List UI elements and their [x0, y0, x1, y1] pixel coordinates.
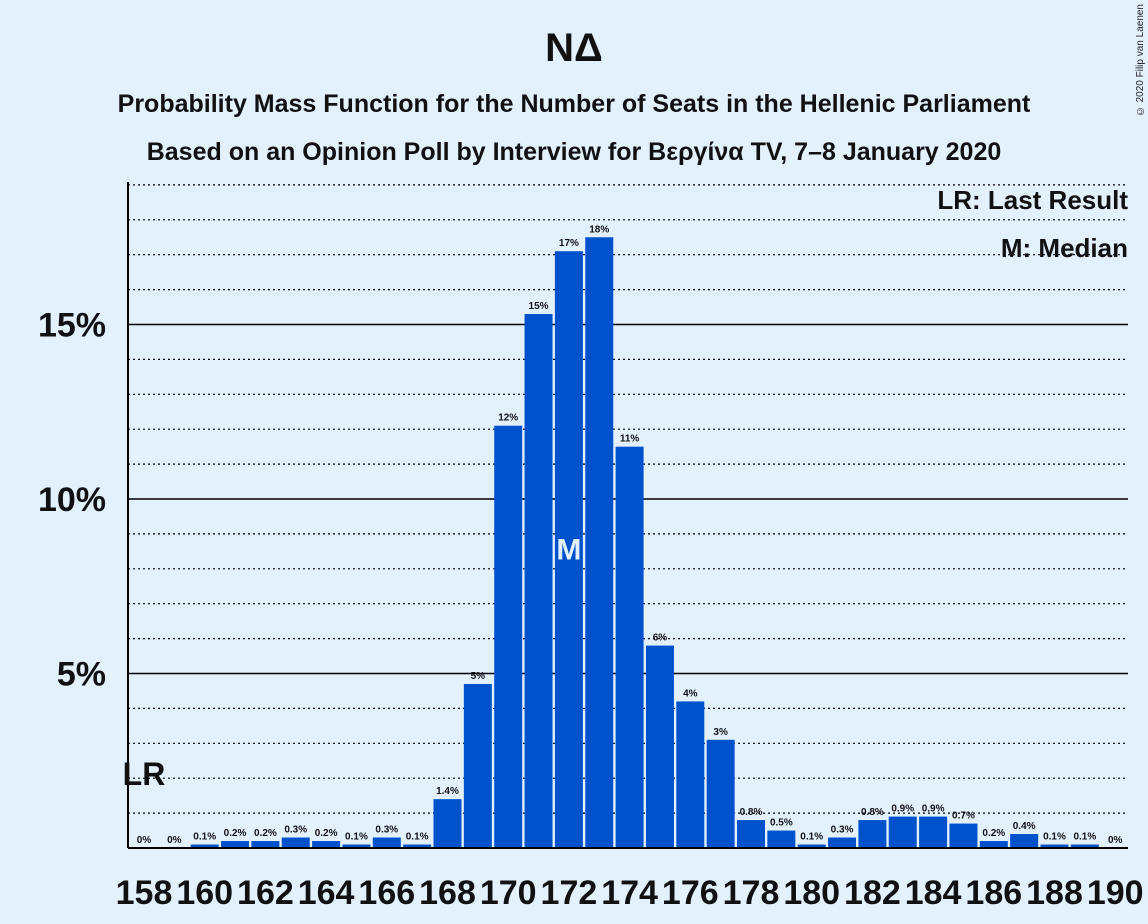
bar-value-label: 0.4% [1013, 821, 1036, 832]
bar-value-label: 0.1% [345, 832, 368, 843]
bar-value-label: 4% [683, 688, 698, 699]
bar-seat-169 [463, 683, 492, 848]
bar-value-label: 0% [1108, 835, 1123, 846]
median-marker: M [556, 534, 581, 567]
bar-seat-164 [312, 841, 341, 848]
bar-seat-174 [615, 446, 644, 848]
x-tick-label: 166 [358, 874, 415, 912]
bar-value-label: 15% [529, 301, 549, 312]
chart-title: ΝΔ [545, 26, 603, 70]
x-tick-label: 170 [480, 874, 537, 912]
bar-seat-182 [858, 820, 887, 848]
bar-value-label: 0.2% [982, 828, 1005, 839]
bar-seat-180 [797, 844, 826, 848]
legend-last-result: LR: Last Result [937, 185, 1128, 215]
labels-group: 0% 0% 0.1% 0.2% 0.2% 0.3% 0.2% 0.1% 0.3% 0.1% 1.4%… [123, 185, 1129, 846]
x-tick-label: 190 [1087, 874, 1144, 912]
bar-seat-179 [767, 830, 796, 848]
x-tick-label: 180 [783, 874, 840, 912]
bar-value-label: 0.2% [315, 828, 338, 839]
y-tick-label: 5% [57, 656, 106, 694]
bar-seat-171 [524, 314, 553, 848]
bar-seat-170 [494, 425, 523, 848]
bar-value-label: 0.5% [770, 818, 793, 829]
bar-seat-187 [1010, 834, 1039, 848]
bar-value-label: 0.2% [254, 828, 277, 839]
x-tick-label: 178 [723, 874, 780, 912]
bar-seat-165 [342, 844, 371, 848]
bar-seat-184 [919, 816, 948, 848]
bar-seat-183 [888, 816, 917, 848]
bar-value-label: 0.3% [831, 825, 854, 836]
bar-value-label: 0.8% [740, 807, 763, 818]
x-tick-label: 182 [844, 874, 901, 912]
bar-seat-178 [737, 820, 765, 848]
bar-value-label: 0.9% [891, 804, 914, 815]
bar-value-label: 0% [167, 835, 182, 846]
x-tick-label: 160 [176, 874, 233, 912]
bar-value-label: 0.8% [861, 807, 884, 818]
x-tick-label: 162 [237, 874, 294, 912]
bar-value-label: 11% [620, 434, 640, 445]
bar-seat-167 [403, 844, 432, 848]
bar-value-label: 0.9% [922, 804, 945, 815]
bar-value-label: 0.3% [284, 825, 307, 836]
bar-value-label: 0.1% [1043, 832, 1066, 843]
x-tick-label: 176 [662, 874, 719, 912]
bar-seat-175 [645, 645, 674, 848]
bar-value-label: 5% [471, 671, 486, 682]
bar-seat-160 [190, 844, 219, 848]
bar-seat-189 [1070, 844, 1099, 848]
x-tick-label: 188 [1026, 874, 1083, 912]
x-tick-label: 164 [298, 874, 355, 912]
bar-value-label: 18% [589, 224, 609, 235]
bar-seat-176 [676, 701, 705, 848]
bar-seat-181 [828, 837, 857, 848]
bar-value-label: 0.1% [193, 832, 216, 843]
bar-seat-185 [949, 823, 978, 848]
x-tick-label: 184 [905, 874, 962, 912]
bar-value-label: 0.1% [406, 832, 429, 843]
bar-value-label: 12% [498, 413, 518, 424]
bar-seat-163 [281, 837, 310, 848]
bar-seat-186 [979, 841, 1008, 848]
bar-seat-168 [433, 799, 462, 848]
bar-seat-161 [221, 841, 250, 848]
bar-seat-172 [554, 251, 583, 848]
bar-value-label: 17% [559, 238, 579, 249]
x-tick-label: 186 [965, 874, 1022, 912]
x-tick-label: 168 [419, 874, 476, 912]
x-tick-label: 172 [541, 874, 598, 912]
bars-group [190, 237, 1099, 848]
bar-value-label: 0.2% [224, 828, 247, 839]
bar-value-label: 1.4% [436, 786, 459, 797]
bar-value-label: 0.1% [1073, 832, 1096, 843]
bar-seat-166 [372, 837, 401, 848]
bar-seat-162 [251, 841, 280, 848]
bar-seat-188 [1040, 844, 1069, 848]
bar-value-label: 0% [137, 835, 152, 846]
y-tick-label: 15% [38, 307, 106, 345]
x-tick-label: 158 [116, 874, 173, 912]
bar-seat-173 [585, 237, 614, 848]
y-tick-label: 10% [38, 481, 106, 519]
bar-value-label: 0.3% [375, 825, 398, 836]
chart-subtitle-1: Probability Mass Function for the Number… [117, 90, 1031, 118]
bar-seat-177 [706, 739, 735, 848]
legend-median: M: Median [1001, 233, 1128, 263]
bar-value-label: 3% [713, 727, 728, 738]
x-tick-label: 174 [601, 874, 658, 912]
bar-value-label: 6% [653, 633, 668, 644]
last-result-marker: LR [123, 756, 166, 792]
axes-group: 5%10%15%158 160 162 164 166 168 170 172 174 176 17… [38, 182, 1144, 912]
bar-value-label: 0.7% [952, 811, 975, 822]
chart-subtitle-2: Based on an Opinion Poll by Interview fo… [146, 138, 1002, 166]
bar-value-label: 0.1% [800, 832, 823, 843]
